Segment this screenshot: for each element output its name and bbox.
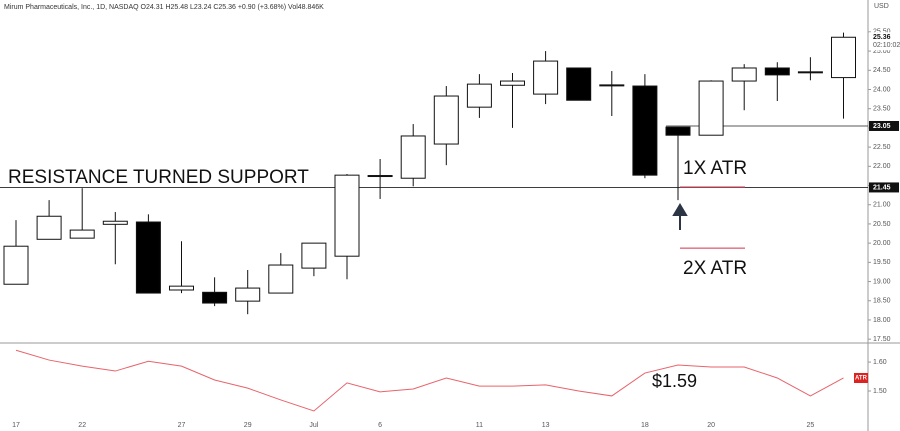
y-tick-label: 19.50: [873, 259, 891, 266]
candle-body: [36, 215, 62, 240]
candle-body: [301, 242, 327, 269]
candle-body: [235, 287, 261, 302]
level-label: 23.05: [873, 123, 891, 130]
level-label-box: [869, 120, 899, 131]
x-tick-label: 22: [78, 422, 86, 429]
candle-body: [400, 135, 426, 179]
chart-title: Mirum Pharmaceuticals, Inc., 1D, NASDAQ …: [4, 4, 324, 11]
level-label-box: [869, 182, 899, 193]
y-tick-label: 24.00: [873, 86, 891, 93]
atr-label-box: [854, 372, 868, 383]
y-tick-label: 25.00: [873, 48, 891, 55]
y-tick-label: 21.00: [873, 202, 891, 209]
y-tick-label: 17.50: [873, 336, 891, 343]
atr-level-label: 2X ATR: [683, 258, 747, 279]
x-tick-label: 27: [178, 422, 186, 429]
y-tick-label: 23.50: [873, 106, 891, 113]
candle-body: [466, 83, 492, 108]
x-tick-label: Jul: [309, 422, 318, 429]
candle-body: [632, 85, 658, 176]
candle-body: [566, 67, 592, 101]
candle-body: [698, 80, 724, 136]
y-tick-label: 1.50: [873, 388, 887, 395]
arrow: [672, 203, 688, 230]
last-time: 02:10:02: [873, 42, 900, 49]
level-label: 21.45: [873, 184, 891, 191]
y-tick-label: 19.00: [873, 278, 891, 285]
x-tick-label: 25: [807, 422, 815, 429]
candle-body: [797, 71, 823, 74]
candle-body: [268, 264, 294, 294]
y-tick-label: 18.50: [873, 298, 891, 305]
candle-body: [533, 60, 559, 95]
candle-body: [102, 220, 128, 225]
last-price: 25.36: [873, 34, 891, 41]
y-tick-label: 20.00: [873, 240, 891, 247]
candle-body: [202, 291, 228, 304]
candle-body: [731, 67, 757, 82]
candle-body: [433, 95, 459, 145]
atr-annotation: $1.59: [652, 371, 697, 391]
y-tick-label: 24.50: [873, 67, 891, 74]
y-tick-label: 22.00: [873, 163, 891, 170]
annotation: RESISTANCE TURNED SUPPORT: [8, 167, 309, 188]
candle-body: [334, 174, 360, 257]
x-tick-label: 11: [476, 422, 483, 429]
candle-body: [135, 221, 161, 294]
candle-body: [599, 84, 625, 87]
atr-label: ATR: [855, 376, 868, 382]
last-price-box: [869, 32, 900, 51]
x-tick-label: 18: [641, 422, 649, 429]
currency: USD: [874, 3, 889, 10]
atr-level-label: 1X ATR: [683, 158, 747, 179]
candle-body: [764, 67, 790, 76]
x-tick-label: 6: [378, 422, 382, 429]
x-tick-label: 17: [12, 422, 20, 429]
atr-line: [15, 349, 844, 412]
candle-body: [69, 229, 95, 239]
x-tick-label: 29: [244, 422, 252, 429]
candle-body: [500, 80, 525, 86]
y-tick-label: 20.50: [873, 221, 891, 228]
y-tick-label: 22.50: [873, 144, 891, 151]
y-tick-label: 25.50: [873, 29, 891, 36]
x-tick-label: 13: [542, 422, 550, 429]
candle-body: [665, 126, 691, 136]
y-tick-label: 1.60: [873, 359, 887, 366]
candle-body: [169, 285, 194, 291]
candle-body: [3, 245, 29, 285]
candle-body: [831, 36, 856, 79]
candle-body: [367, 175, 393, 178]
y-tick-label: 18.00: [873, 317, 891, 324]
x-tick-label: 20: [707, 422, 715, 429]
